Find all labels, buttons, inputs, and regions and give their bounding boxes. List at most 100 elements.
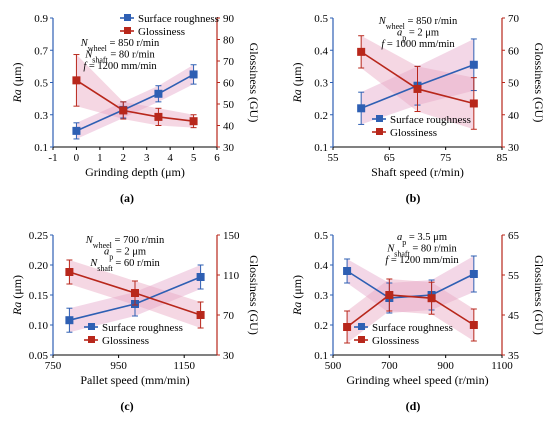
roughness-point [189,70,198,79]
y-tick-label-left: 0.4 [314,45,328,57]
y-axis-label-left: Ra (μm) [10,62,24,103]
legend-roughness-marker [358,323,365,330]
condition-annotation: Nshaft = 80 r/min [386,244,457,259]
x-tick-label: 1100 [491,360,513,372]
legend-glossiness-label: Glossiness [390,127,437,139]
y-tick-label-left: 0.20 [29,260,49,272]
roughness-band [347,256,474,313]
y-tick-label-right: 65 [508,230,520,242]
legend-glossiness-marker [358,336,365,343]
x-axis-label: Grinding depth (μm) [85,165,185,179]
y-axis-label-left: Ra (μm) [10,275,24,316]
y-tick-label-right: 45 [508,310,520,322]
x-axis-label: Shaft speed (r/min) [371,165,464,179]
y-tick-label-right: 110 [223,270,240,282]
y-tick-label-left: 0.5 [34,78,48,90]
y-tick-label-left: 0.2 [314,110,328,122]
y-tick-label-left: 0.10 [29,320,49,332]
y-tick-label-left: 0.1 [314,350,328,362]
condition-annotation: Nwheel = 700 r/min [85,235,165,250]
condition-annotation: f = 1000 mm/min [381,39,455,50]
y-tick-label-left: 0.5 [314,13,328,25]
y-axis-label-right: Glossiness (GU) [247,43,261,123]
x-axis-label: Grinding wheel speed (r/min) [346,373,488,387]
glossiness-point [343,323,352,331]
x-tick-label: 1150 [173,360,195,372]
condition-annotation: f = 1200 mm/min [385,255,459,266]
glossiness-line [346,294,475,328]
roughness-point [343,267,352,275]
glossiness-band [76,54,194,128]
y-axis-label-left: Ra (μm) [290,275,304,316]
roughness-point [469,270,478,278]
legend-roughness-marker [88,323,95,330]
x-tick-label: 2 [121,152,127,164]
legend-glossiness-label: Glossiness [102,335,149,347]
chart-panel-3: 500 700 900 1100 0.1 0.2 0.3 0.4 0.5 35 45 55 65 Grin… [290,230,546,413]
x-tick-label: 75 [440,152,452,164]
y-axis-label-right: Glossiness (GU) [247,255,261,335]
y-tick-label-right: 35 [508,350,520,362]
y-tick-label-right: 30 [508,142,520,154]
y-tick-label-left: 0.25 [29,230,49,242]
legend-roughness-label: Surface roughness [138,13,219,25]
y-tick-label-left: 0.3 [34,110,48,122]
condition-annotation: Nwheel = 850 r/min [378,16,458,31]
x-tick-label: 1 [97,152,103,164]
y-tick-label-right: 30 [223,350,235,362]
y-tick-label-right: 40 [508,110,520,122]
x-tick-label: -1 [48,152,57,164]
x-tick-label: 750 [45,360,62,372]
x-tick-label: 55 [328,152,340,164]
glossiness-point [385,291,394,299]
x-axis-label: Pallet speed (mm/min) [80,373,189,387]
glossiness-point [154,112,163,121]
roughness-point [357,104,366,113]
y-tick-label-left: 0.4 [314,260,328,272]
panel-caption: (a) [120,191,134,205]
condition-annotation: Nshaft = 80 r/min [84,50,155,65]
x-tick-label: 500 [325,360,342,372]
condition-annotation: ap = 2 μm [104,247,146,262]
glossiness-point [196,311,205,319]
roughness-point [154,89,163,98]
condition-annotation: Nshaft = 60 r/min [89,258,160,273]
glossiness-point [72,76,81,85]
legend-roughness-label: Surface roughness [102,322,183,334]
y-axis-label-right: Glossiness (GU) [532,255,546,335]
legend-glossiness-label: Glossiness [138,26,185,38]
y-tick-label-right: 60 [223,78,235,90]
legend-glossiness-marker [376,128,383,135]
glossiness-line [75,79,194,122]
y-tick-label-left: 0.3 [314,290,328,302]
y-tick-label-left: 0.2 [314,320,328,332]
y-tick-label-left: 0.1 [34,142,48,154]
y-tick-label-left: 0.15 [29,290,49,302]
x-tick-label: 3 [144,152,150,164]
legend-roughness-marker [376,115,383,122]
chart-panel-0: -1 0 1 2 3 4 5 6 0.1 0.3 0.5 0.7 0.9 30 40 50 60 70 80 90 Gr… [10,13,261,205]
y-tick-label-right: 70 [223,310,235,322]
y-tick-label-left: 0.3 [314,78,328,90]
legend-glossiness-marker [88,336,95,343]
y-tick-label-right: 90 [223,13,235,25]
y-tick-label-left: 0.05 [29,350,49,362]
glossiness-point [357,47,366,56]
legend-roughness-label: Surface roughness [372,322,453,334]
y-tick-label-right: 55 [508,270,520,282]
glossiness-point [469,99,478,108]
glossiness-point [189,117,198,126]
legend-roughness-marker [124,14,131,21]
y-tick-label-left: 0.7 [34,45,48,57]
y-tick-label-right: 70 [223,56,235,68]
condition-annotation: Nwheel = 850 r/min [80,38,160,53]
condition-annotation: ap = 2 μm [397,28,439,43]
y-axis-label-right: Glossiness (GU) [532,43,546,123]
glossiness-point [469,321,478,329]
panel-caption: (d) [406,399,421,413]
x-tick-label: 0 [74,152,80,164]
panel-caption: (c) [120,399,133,413]
y-tick-label-right: 40 [223,121,235,133]
roughness-point [469,60,478,69]
